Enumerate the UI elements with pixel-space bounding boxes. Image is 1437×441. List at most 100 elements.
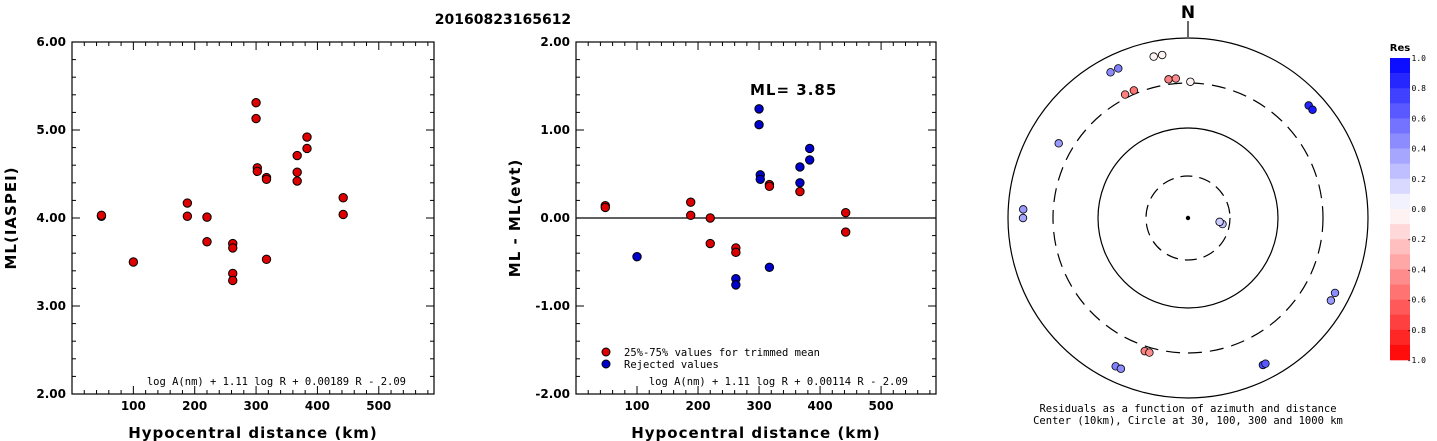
y-tick-label: 4.00 xyxy=(36,211,66,225)
colorbar-tick-label: 0.4 xyxy=(1412,145,1427,154)
data-point xyxy=(338,193,348,203)
circle-1000km xyxy=(1007,37,1369,399)
colorbar-cell xyxy=(1390,73,1410,89)
station-point xyxy=(1330,288,1340,298)
data-point xyxy=(302,143,312,154)
residual-colorbar: Res 1.0 0.8 0.6 0.4 0.2 0.0 -0.2 -0.4 -0.6 -0.8 -1… xyxy=(1390,43,1426,365)
colorbar-tick-label: 0.8 xyxy=(1412,84,1427,93)
colorbar-cell xyxy=(1390,133,1410,149)
colorbar-cell xyxy=(1390,224,1410,240)
data-point xyxy=(764,262,775,272)
north-label: N xyxy=(1181,3,1195,23)
station-point xyxy=(1019,205,1028,214)
epicenter-marker xyxy=(1185,215,1191,221)
colorbar-cell xyxy=(1390,254,1410,270)
colorbar-cell xyxy=(1390,58,1410,74)
colorbar-tick-label: 0.6 xyxy=(1412,114,1427,123)
colorbar-cell xyxy=(1390,314,1410,331)
colorbar-cell xyxy=(1390,163,1410,180)
colorbar-tick-label: -0.6 xyxy=(1407,296,1426,305)
colorbar-cell xyxy=(1390,269,1410,285)
data-point xyxy=(686,210,696,221)
data-point xyxy=(261,174,272,184)
colorbar-tick-label: 1.0 xyxy=(1412,54,1427,63)
circle-30km xyxy=(1145,175,1231,261)
x-tick-label: 500 xyxy=(869,399,894,413)
data-point xyxy=(764,181,775,192)
data-point xyxy=(686,197,696,207)
station-point xyxy=(1186,77,1195,86)
colorbar-tick-label: -0.8 xyxy=(1407,326,1426,335)
data-point xyxy=(202,237,212,247)
legend-label: Rejected values xyxy=(624,359,719,371)
colorbar-tick-labels: 1.0 0.8 0.6 0.4 0.2 0.0 -0.2 -0.4 -0.6 -0.8 -1.0 xyxy=(1407,54,1426,365)
colorbar-tick-label: -1.0 xyxy=(1407,356,1426,365)
colorbar-cell xyxy=(1390,178,1410,195)
data-point xyxy=(840,208,851,218)
station-point xyxy=(1116,364,1126,373)
colorbar-title: Res xyxy=(1390,43,1410,54)
data-point xyxy=(338,209,348,220)
station-residual-points xyxy=(1018,50,1340,373)
colorbar-tick-label: -0.2 xyxy=(1407,235,1426,244)
y-tick-label: 0.00 xyxy=(540,211,570,225)
station-point xyxy=(1215,217,1224,227)
data-point xyxy=(182,198,193,208)
x-tick-label: 400 xyxy=(808,399,833,413)
circle-100km xyxy=(1097,127,1279,309)
polar-caption-line1: Residuals as a function of azimuth and d… xyxy=(1039,403,1336,415)
colorbar-cell xyxy=(1390,329,1410,346)
station-point xyxy=(1157,50,1167,60)
station-point xyxy=(1149,52,1158,61)
colorbar-cell xyxy=(1390,209,1410,225)
data-point xyxy=(731,247,741,258)
figure-title: 20160823165612 xyxy=(435,12,571,28)
colorbar-cell xyxy=(1390,88,1410,104)
x-tick-label: 300 xyxy=(747,399,772,413)
data-point xyxy=(804,155,815,165)
data-point xyxy=(600,202,610,213)
station-point xyxy=(1054,139,1063,148)
data-point xyxy=(705,213,715,223)
station-point xyxy=(1120,90,1130,99)
legend-marker xyxy=(601,359,611,369)
data-point xyxy=(292,150,302,161)
data-point xyxy=(795,178,805,188)
x-axis-label: Hypocentral distance (km) xyxy=(631,424,881,441)
x-tick-label: 300 xyxy=(244,399,269,413)
data-point xyxy=(251,113,261,124)
data-point xyxy=(128,257,139,267)
colorbar-cell xyxy=(1390,344,1410,361)
station-point xyxy=(1145,348,1154,357)
polar-caption-line2: Center (10km), Circle at 30, 100, 300 an… xyxy=(1033,415,1343,427)
colorbar-tick-label: 0.0 xyxy=(1412,205,1427,214)
colorbar-cell xyxy=(1390,148,1410,164)
data-point xyxy=(754,104,764,114)
legend-marker xyxy=(601,347,611,357)
legend-label: 25%-75% values for trimmed mean xyxy=(624,347,820,359)
ml-iaspei-plot: 2.00 3.00 4.00 5.00 6.00 100 200 300 400 500 Hypoc… xyxy=(2,35,435,441)
data-point xyxy=(96,210,107,221)
station-point xyxy=(1164,75,1173,84)
colorbar-scale xyxy=(1390,58,1410,361)
x-tick-label: 400 xyxy=(305,399,330,413)
data-point xyxy=(202,212,212,222)
station-point xyxy=(1114,64,1123,73)
y-axis-label: ML(IASPEI) xyxy=(2,166,20,269)
data-point xyxy=(292,176,302,186)
formula-label: log A(nm) + 1.11 log R + 0.00114 R - 2.0… xyxy=(649,376,908,388)
station-point xyxy=(1018,213,1028,223)
data-point xyxy=(182,211,193,221)
x-tick-label: 200 xyxy=(686,399,711,413)
data-point xyxy=(228,243,238,253)
y-tick-label: 3.00 xyxy=(36,299,66,313)
colorbar-tick-label: -0.4 xyxy=(1407,265,1426,274)
data-point xyxy=(731,280,741,290)
colorbar-cell xyxy=(1390,193,1410,210)
data-point xyxy=(754,120,764,130)
x-tick-label: 200 xyxy=(182,399,207,413)
colorbar-cell xyxy=(1390,239,1410,255)
station-point xyxy=(1171,74,1180,83)
x-tick-label: 100 xyxy=(121,399,146,413)
